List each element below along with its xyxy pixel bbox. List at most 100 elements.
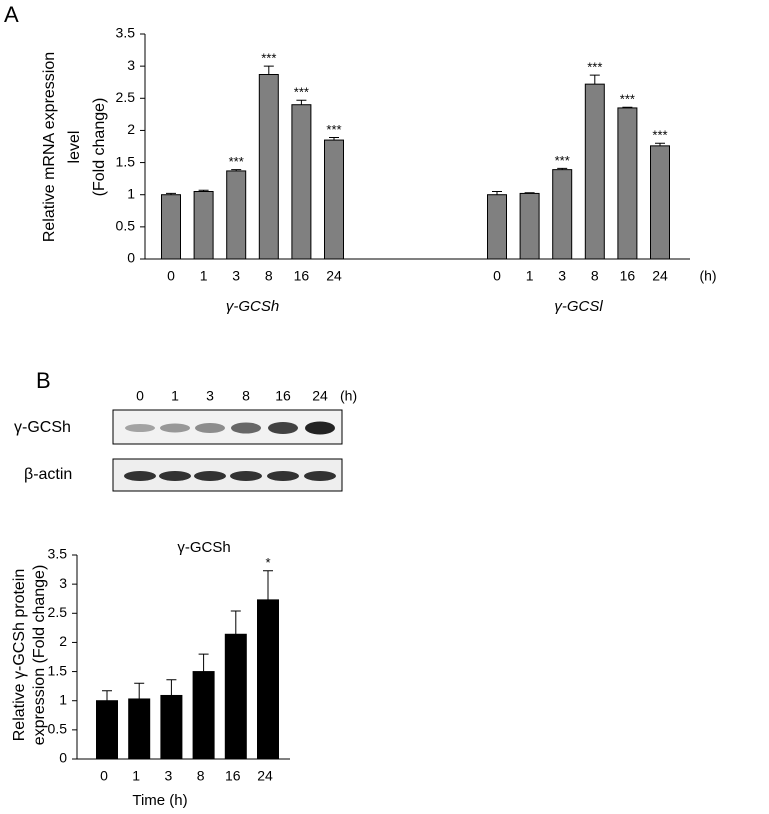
significance-label: *** bbox=[587, 60, 602, 75]
bar bbox=[128, 698, 151, 760]
error-bar bbox=[589, 74, 600, 85]
blot-band bbox=[124, 471, 156, 481]
chart-title: γ-GCSh bbox=[177, 539, 230, 556]
error-bar bbox=[524, 192, 535, 194]
y-tick-label: 0.5 bbox=[116, 218, 136, 234]
significance-label: *** bbox=[555, 153, 570, 168]
bar bbox=[324, 139, 344, 260]
error-bar bbox=[231, 169, 242, 171]
blot-band bbox=[125, 424, 155, 432]
blot-band bbox=[268, 422, 298, 434]
y-axis-label: Relative γ-GCSh protein bbox=[11, 569, 28, 742]
blot-band bbox=[194, 471, 226, 481]
bar bbox=[584, 83, 605, 260]
bar bbox=[519, 192, 540, 260]
blot-lane-label: 1 bbox=[171, 388, 179, 404]
blot-band bbox=[305, 421, 335, 435]
western-blot: γ-GCSh β-actin (h) bbox=[14, 388, 357, 492]
x-tick-label: 3 bbox=[165, 768, 173, 784]
blot-band bbox=[195, 423, 225, 433]
bar bbox=[160, 694, 183, 760]
blot-lane-label: 8 bbox=[242, 388, 250, 404]
x-tick-label: 24 bbox=[257, 768, 273, 784]
error-bar bbox=[198, 189, 209, 192]
x-tick-label: 8 bbox=[591, 268, 599, 284]
y-axis-label: (Fold change) bbox=[91, 98, 108, 197]
y-tick-label: 0 bbox=[127, 250, 135, 266]
significance-label: *** bbox=[261, 51, 276, 66]
y-tick-label: 1 bbox=[127, 185, 135, 201]
bar bbox=[96, 700, 118, 760]
error-bar bbox=[166, 192, 176, 195]
bar bbox=[193, 191, 214, 260]
y-tick-label: 1.5 bbox=[116, 153, 136, 169]
error-bar bbox=[622, 106, 633, 108]
bar bbox=[224, 633, 247, 760]
x-tick-label: 0 bbox=[493, 268, 501, 284]
blot-unit: (h) bbox=[340, 388, 357, 404]
y-tick-label: 3 bbox=[127, 57, 135, 73]
x-tick-label: 1 bbox=[132, 768, 140, 784]
error-bar bbox=[655, 142, 665, 146]
x-tick-label: 24 bbox=[326, 268, 342, 284]
blot-lane-label: 16 bbox=[275, 388, 291, 404]
y-axis-label: Relative mRNA expression bbox=[41, 52, 58, 242]
x-tick-label: 16 bbox=[620, 268, 636, 284]
bar bbox=[487, 194, 507, 260]
blot-lane-label: 3 bbox=[206, 388, 214, 404]
y-tick-label: 2 bbox=[127, 121, 135, 137]
bar bbox=[552, 169, 573, 260]
error-bar bbox=[557, 167, 568, 170]
blot-lane-label: 24 bbox=[312, 388, 328, 404]
blot-band bbox=[267, 471, 299, 481]
significance-label: * bbox=[265, 555, 270, 570]
error-bar bbox=[102, 690, 112, 701]
bar bbox=[257, 599, 279, 760]
error-bar bbox=[492, 191, 502, 195]
group-label: γ-GCSl bbox=[554, 298, 603, 315]
error-bar bbox=[134, 682, 145, 699]
x-tick-label: 16 bbox=[225, 768, 241, 784]
blot-row-label: γ-GCSh bbox=[14, 419, 71, 436]
x-unit-label: (h) bbox=[699, 268, 716, 284]
y-tick-label: 3 bbox=[59, 575, 67, 591]
x-tick-label: 1 bbox=[200, 268, 208, 284]
blot-band bbox=[159, 471, 191, 481]
panel-label: A bbox=[4, 2, 19, 27]
bar bbox=[192, 671, 215, 760]
significance-label: *** bbox=[229, 154, 244, 169]
blot-band bbox=[231, 422, 261, 434]
y-tick-label: 0 bbox=[59, 750, 67, 766]
significance-label: *** bbox=[326, 122, 341, 137]
x-tick-label: 8 bbox=[265, 268, 273, 284]
blot-band bbox=[230, 471, 262, 481]
error-bar bbox=[230, 610, 241, 635]
y-tick-label: 2.5 bbox=[116, 89, 136, 105]
bar bbox=[226, 170, 247, 260]
significance-label: *** bbox=[294, 85, 309, 100]
error-bar bbox=[296, 99, 307, 105]
y-tick-label: 1.5 bbox=[48, 662, 68, 678]
x-tick-label: 1 bbox=[526, 268, 534, 284]
y-tick-label: 3.5 bbox=[116, 25, 136, 41]
blot-row bbox=[112, 409, 343, 445]
x-tick-label: 8 bbox=[197, 768, 205, 784]
blot-row-label: β-actin bbox=[24, 466, 72, 483]
x-tick-label: 16 bbox=[294, 268, 310, 284]
x-tick-label: 0 bbox=[167, 268, 175, 284]
bar bbox=[617, 107, 638, 260]
bar bbox=[258, 74, 279, 260]
y-tick-label: 2 bbox=[59, 633, 67, 649]
bar bbox=[291, 104, 312, 260]
bar bbox=[161, 194, 181, 260]
y-axis-label: level bbox=[66, 131, 83, 164]
y-tick-label: 0.5 bbox=[48, 721, 68, 737]
error-bar bbox=[166, 679, 177, 696]
panel-label: B bbox=[36, 368, 51, 393]
group-label: γ-GCSh bbox=[226, 298, 279, 315]
y-tick-label: 2.5 bbox=[48, 604, 68, 620]
blot-lane-label: 0 bbox=[136, 388, 144, 404]
error-bar bbox=[198, 653, 209, 672]
y-tick-label: 1 bbox=[59, 691, 67, 707]
